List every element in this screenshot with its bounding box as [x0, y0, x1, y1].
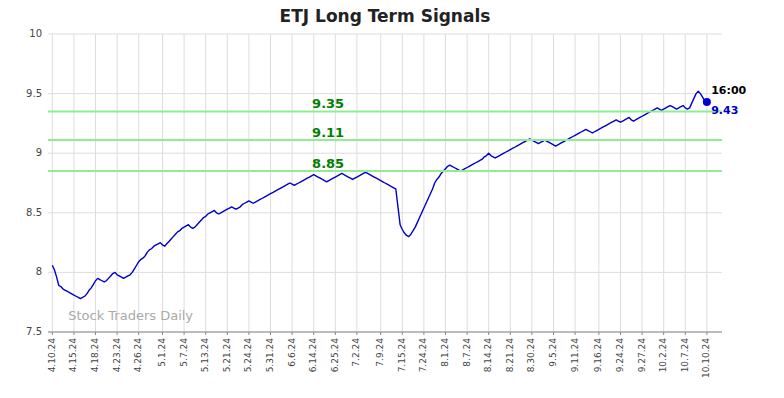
x-tick-label: 8.30.24	[526, 338, 536, 373]
x-grid-line	[685, 34, 686, 332]
x-grid-line	[52, 34, 53, 332]
signal-line	[48, 139, 722, 141]
x-grid-line	[510, 34, 511, 332]
x-tick-label: 7.9.24	[375, 338, 385, 367]
x-tick-label: 5.31.24	[265, 338, 275, 373]
x-tick-label: 5.21.24	[222, 338, 232, 373]
x-grid-line	[184, 34, 185, 332]
watermark: Stock Traders Daily	[68, 308, 193, 323]
x-grid-line	[356, 34, 357, 332]
x-tick-label: 5.7.24	[179, 338, 189, 367]
x-tick-label: 9.5.24	[548, 338, 558, 367]
y-grid-line	[48, 332, 722, 333]
x-tick-label: 10.10.24	[701, 338, 711, 378]
x-grid-line	[117, 34, 118, 332]
x-tick-label: 6.25.24	[330, 338, 340, 373]
signal-line	[48, 110, 722, 112]
y-tick-label: 9.5	[26, 88, 42, 99]
x-grid-line	[423, 34, 424, 332]
signal-label: 9.35	[312, 96, 344, 111]
signal-line	[48, 170, 722, 172]
x-tick-label: 10.2.24	[658, 338, 668, 373]
x-axis-line	[48, 332, 722, 333]
x-grid-line	[95, 34, 96, 332]
x-grid-line	[620, 34, 621, 332]
x-grid-line	[292, 34, 293, 332]
x-tick-label: 4.10.24	[47, 338, 57, 373]
plot-area	[48, 91, 722, 298]
x-tick-label: 7.24.24	[418, 338, 428, 373]
x-grid-line	[642, 34, 643, 332]
x-tick-label: 8.1.24	[440, 338, 450, 367]
x-grid-line	[335, 34, 336, 332]
x-tick-label: 9.11.24	[570, 338, 580, 373]
x-grid-line	[162, 34, 163, 332]
chart-title: ETJ Long Term Signals	[280, 6, 491, 26]
x-tick-label: 9.24.24	[615, 338, 625, 373]
chart-container: 7.5 8 8.5 9 9.5 10 4.10.24 4.15.24 4.18.24 4.23.2…	[0, 0, 784, 398]
last-price-label: 9.43	[711, 104, 738, 117]
axes: 7.5 8 8.5 9 9.5 10 4.10.24 4.15.24 4.18.24 4.23.2…	[26, 28, 722, 378]
x-grid-line	[402, 34, 403, 332]
signal-label: 9.11	[312, 125, 344, 140]
chart-svg: 7.5 8 8.5 9 9.5 10 4.10.24 4.15.24 4.18.24 4.23.2…	[0, 0, 784, 398]
y-tick-label: 8.5	[26, 207, 42, 218]
x-grid-line	[445, 34, 446, 332]
x-grid-line	[227, 34, 228, 332]
x-tick-label: 8.7.24	[462, 338, 472, 367]
x-grid-line	[248, 34, 249, 332]
x-tick-label: 9.16.24	[593, 338, 603, 373]
x-tick-label: 5.24.24	[243, 338, 253, 373]
x-tick-label: 8.14.24	[483, 338, 493, 373]
x-tick-label: 4.15.24	[68, 338, 78, 373]
x-tick-label: 6.14.24	[308, 338, 318, 373]
x-grid-line	[138, 34, 139, 332]
x-tick-label: 5.13.24	[200, 338, 210, 373]
grid	[48, 34, 722, 332]
last-time-label: 16:00	[711, 84, 746, 97]
y-tick-label: 10	[29, 28, 42, 39]
x-grid-line	[488, 34, 489, 332]
y-tick-label: 9	[36, 147, 42, 158]
labels: 8.85 9.11 9.35 16:00 9.43 Stock Traders Daily	[68, 84, 746, 323]
x-tick-label: 6.6.24	[287, 338, 297, 367]
background	[0, 0, 784, 398]
x-grid-line	[553, 34, 554, 332]
x-tick-label: 9.27.24	[637, 338, 647, 373]
x-tick-label: 4.18.24	[90, 338, 100, 373]
x-tick-label: 5.1.24	[157, 338, 167, 367]
signal-label: 8.85	[312, 156, 344, 171]
x-grid-line	[205, 34, 206, 332]
price-line	[52, 91, 707, 298]
x-grid-line	[706, 34, 707, 332]
x-grid-line	[575, 34, 576, 332]
x-grid-line	[380, 34, 381, 332]
x-tick-label: 7.2.24	[351, 338, 361, 367]
x-grid-line	[73, 34, 74, 332]
x-grid-line	[313, 34, 314, 332]
y-tick-label: 8	[36, 266, 42, 277]
x-tick-label: 8.21.24	[505, 338, 515, 373]
x-tick-label: 7.15.24	[397, 338, 407, 373]
x-grid-line	[270, 34, 271, 332]
y-tick-label: 7.5	[26, 326, 42, 337]
x-grid-line	[467, 34, 468, 332]
x-grid-line	[598, 34, 599, 332]
x-grid-line	[531, 34, 532, 332]
last-price-dot	[703, 98, 711, 106]
x-grid-line	[663, 34, 664, 332]
x-tick-label: 4.23.24	[112, 338, 122, 373]
x-tick-label: 4.26.24	[133, 338, 143, 373]
x-tick-label: 10.7.24	[680, 338, 690, 373]
